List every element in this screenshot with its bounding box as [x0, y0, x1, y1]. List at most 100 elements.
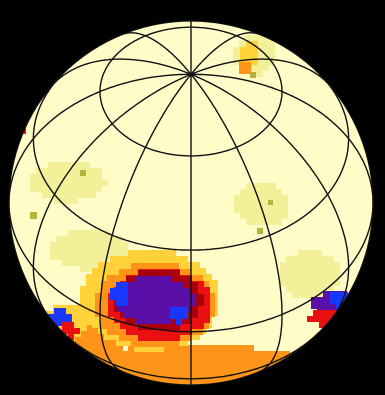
- patch-cell: [286, 274, 292, 280]
- patch-cell: [230, 351, 236, 357]
- patch-cell: [164, 369, 170, 375]
- patch-cell: [192, 317, 198, 323]
- patch-cell: [92, 242, 98, 248]
- patch-cell: [80, 236, 86, 242]
- patch-cell: [198, 323, 204, 329]
- patch-cell: [110, 248, 116, 254]
- patch-cell: [66, 180, 72, 186]
- patch-cell: [194, 345, 200, 351]
- patch-cell: [101, 299, 107, 305]
- patch-cell: [230, 375, 236, 381]
- patch-cell: [135, 276, 141, 282]
- patch-cell: [116, 242, 122, 248]
- patch-cell: [80, 254, 86, 260]
- patch-cell: [263, 47, 269, 53]
- patch-cell: [66, 314, 72, 320]
- patch-cell: [203, 323, 209, 329]
- patch-cell: [336, 292, 342, 298]
- patch-cell: [92, 236, 98, 242]
- patch-cell: [170, 381, 176, 385]
- patch-cell: [266, 363, 272, 369]
- patch-cell: [36, 168, 42, 174]
- patch-cell: [131, 341, 137, 347]
- patch-cell: [212, 286, 218, 292]
- patch-cell: [80, 242, 86, 248]
- patch-cell: [155, 341, 161, 347]
- patch-cell: [311, 297, 317, 303]
- patch-cell: [298, 262, 304, 268]
- patch-cell: [126, 323, 132, 329]
- patch-cell: [224, 351, 230, 357]
- patch-cell: [198, 300, 204, 306]
- patch-cell: [162, 329, 168, 335]
- patch-cell: [123, 312, 129, 318]
- patch-cell: [182, 345, 188, 351]
- patch-cell: [62, 260, 68, 266]
- patch-cell: [270, 213, 276, 219]
- patch-cell: [264, 207, 270, 213]
- patch-cell: [280, 280, 286, 286]
- patch-cell: [170, 250, 176, 256]
- patch-cell: [153, 282, 159, 288]
- patch-cell: [114, 311, 120, 317]
- patch-cell: [126, 318, 132, 324]
- patch-blue-main-2: [170, 307, 188, 325]
- patch-cell: [313, 316, 319, 322]
- patch-cell: [135, 312, 141, 318]
- patch-cell: [150, 324, 156, 330]
- patch-cell: [48, 180, 54, 186]
- meridian-line: [191, 73, 374, 203]
- patch-cell: [95, 293, 101, 299]
- patch-cell: [84, 192, 90, 198]
- patch-cell: [42, 186, 48, 192]
- meridian-line: [8, 73, 191, 203]
- patch-cell: [153, 288, 159, 294]
- patch-cell: [200, 369, 206, 375]
- patch-cell: [239, 68, 245, 74]
- patch-cell: [192, 306, 198, 312]
- patch-cell: [150, 270, 156, 276]
- patch-cell: [98, 242, 104, 248]
- patch-cell: [134, 363, 140, 369]
- patch-cell: [152, 363, 158, 369]
- patch-cell: [54, 320, 60, 326]
- patch-cell: [72, 174, 78, 180]
- patch-cell: [198, 287, 204, 293]
- patch-cell: [298, 280, 304, 286]
- patch-cell: [248, 363, 254, 369]
- patch-cell: [98, 236, 104, 242]
- patch-cell: [165, 306, 171, 312]
- patch-cell: [78, 180, 84, 186]
- patch-cell: [107, 323, 113, 329]
- patch-cell: [204, 311, 210, 317]
- patch-cell: [147, 276, 153, 282]
- patch-cell: [140, 256, 146, 262]
- patch-cell: [77, 323, 83, 329]
- patch-cell: [50, 242, 56, 248]
- patch-cell: [68, 242, 74, 248]
- patch-cell: [92, 260, 98, 266]
- patch-cell: [168, 270, 174, 276]
- patch-olive-4: [80, 170, 86, 176]
- patch-cell: [68, 334, 74, 340]
- patch-cell: [54, 308, 60, 314]
- patch-cell: [84, 186, 90, 192]
- patch-cell: [122, 300, 128, 306]
- patch-cell: [182, 340, 188, 346]
- patch-cell: [304, 274, 310, 280]
- patch-cell: [286, 286, 292, 292]
- patch-cell: [68, 248, 74, 254]
- meridian-line: [190, 32, 260, 75]
- patch-cell: [161, 341, 167, 347]
- patch-cell: [191, 275, 197, 281]
- patch-cell: [108, 305, 114, 311]
- patch-cell: [143, 263, 149, 269]
- patch-cell: [292, 274, 298, 280]
- patch-cell: [101, 311, 107, 317]
- patch-cell: [108, 299, 114, 305]
- patch-cell: [147, 318, 153, 324]
- patch-cell: [266, 351, 272, 357]
- patch-cell: [252, 47, 258, 53]
- patch-cell: [60, 174, 66, 180]
- patch-cell: [194, 351, 200, 357]
